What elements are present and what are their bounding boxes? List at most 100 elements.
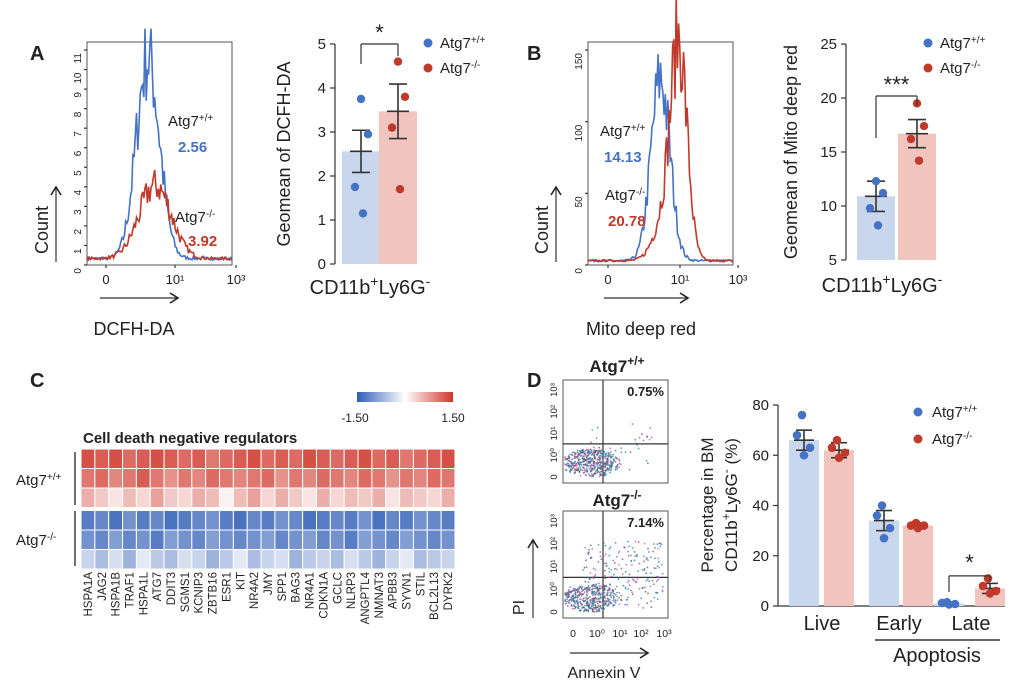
flow-event [601, 461, 604, 463]
flow-event [633, 551, 636, 553]
flow-event [598, 475, 601, 478]
flow-event [584, 443, 587, 445]
flow-event [590, 475, 593, 478]
heat-cell [343, 510, 359, 531]
flow-event [602, 590, 605, 593]
flow-event [570, 468, 572, 471]
flow-event [631, 591, 633, 594]
flow-event [601, 458, 604, 460]
flow-ytick-label: 0 [549, 609, 560, 614]
flow-event [598, 608, 600, 611]
flow-event [609, 447, 612, 450]
flow-event [595, 461, 597, 464]
flow-event [610, 468, 613, 470]
heat-cell [399, 549, 414, 570]
heat-cell [315, 510, 331, 531]
flow-event [654, 547, 656, 549]
heat-cell [232, 448, 248, 469]
flow-event [618, 462, 621, 465]
heat-cell [343, 487, 359, 508]
flow-event [565, 464, 568, 466]
flow-event [616, 467, 619, 470]
flow-event [661, 572, 664, 575]
flow-event [567, 455, 570, 458]
hist-a-ytick-label: 3 [73, 209, 84, 215]
flow-event [631, 564, 633, 566]
flow-event [575, 589, 578, 592]
bar-d-point [879, 533, 889, 543]
flow-event [655, 567, 657, 570]
flow-event [642, 439, 645, 442]
heat-cell [232, 468, 248, 489]
flow-event [605, 452, 608, 455]
flow-event [621, 558, 624, 561]
flow-event [577, 602, 579, 604]
flow-event [609, 546, 612, 549]
flow-event [587, 585, 590, 587]
flow-event [586, 591, 588, 593]
flow-event [604, 453, 607, 456]
heat-cell [329, 529, 345, 550]
flow-event [622, 584, 625, 587]
flow-event [627, 540, 629, 543]
bar-a-legend-label-1-sup: -/- [471, 60, 480, 71]
flow-event [586, 604, 589, 606]
heat-cell [385, 448, 401, 469]
flow-event [629, 589, 632, 592]
flow-event [646, 435, 649, 438]
heat-cell [205, 549, 221, 570]
hist-b-series-Atg7-/- [587, 0, 734, 263]
heat-cell [149, 487, 165, 508]
flow-event [656, 543, 659, 545]
flow-event [630, 560, 633, 562]
bar-d-ylabel-line2-base: Ly6G [722, 473, 741, 513]
heat-cell [149, 549, 165, 570]
flow-event [572, 464, 575, 467]
flow-event [594, 593, 597, 596]
bar-b-ytick-label: 25 [820, 36, 837, 53]
flow-xtick-label: 10³ [656, 628, 672, 640]
flow-event [605, 600, 608, 603]
heat-gene-label: NMNAT3 [374, 572, 386, 618]
flow-title-1: Atg7-/- [592, 488, 641, 510]
heat-cell [357, 487, 373, 508]
flow-event [600, 449, 603, 451]
flow-event [653, 596, 656, 599]
hist-a-series-Atg7+/+ [86, 28, 233, 262]
flow-event [579, 458, 581, 461]
heat-row-group-0-base: Atg7 [16, 472, 47, 489]
flow-event [566, 593, 569, 595]
flow-event [576, 599, 578, 602]
flow-event [577, 458, 580, 461]
heat-cell [274, 468, 290, 489]
flow-event [592, 604, 594, 606]
bar-b-legend-label-1-base: Atg7 [940, 60, 971, 77]
heat-cell [385, 468, 401, 489]
heat-cell [177, 529, 193, 550]
flow-xtick-label: 10⁰ [589, 628, 606, 640]
heat-gene-label: ANGPTL4 [360, 571, 372, 624]
heat-cell [329, 510, 345, 531]
heat-gene-label: DDIT3 [166, 572, 178, 605]
flow-event [624, 587, 627, 590]
heat-gene-label: CDKN1A [318, 572, 330, 619]
flow-event [618, 603, 621, 606]
flow-event [657, 547, 659, 550]
flow-event [596, 606, 599, 609]
flow-event [646, 557, 648, 559]
flow-event [611, 455, 614, 458]
hist-a-ytick-label: 10 [73, 72, 84, 84]
flow-event [589, 462, 591, 465]
flow-event [594, 466, 596, 469]
flow-event [593, 590, 595, 593]
flow-event [609, 601, 612, 603]
hist-b-label-0: Atg7+/+ [600, 123, 645, 141]
flow-event [612, 453, 615, 456]
flow-event [585, 467, 588, 470]
flow-event [635, 555, 638, 558]
heat-gene-label: ATG7 [152, 572, 164, 601]
flow-event [637, 447, 640, 450]
flow-event [599, 463, 601, 466]
flow-event [604, 466, 607, 468]
flow-event [589, 466, 592, 469]
